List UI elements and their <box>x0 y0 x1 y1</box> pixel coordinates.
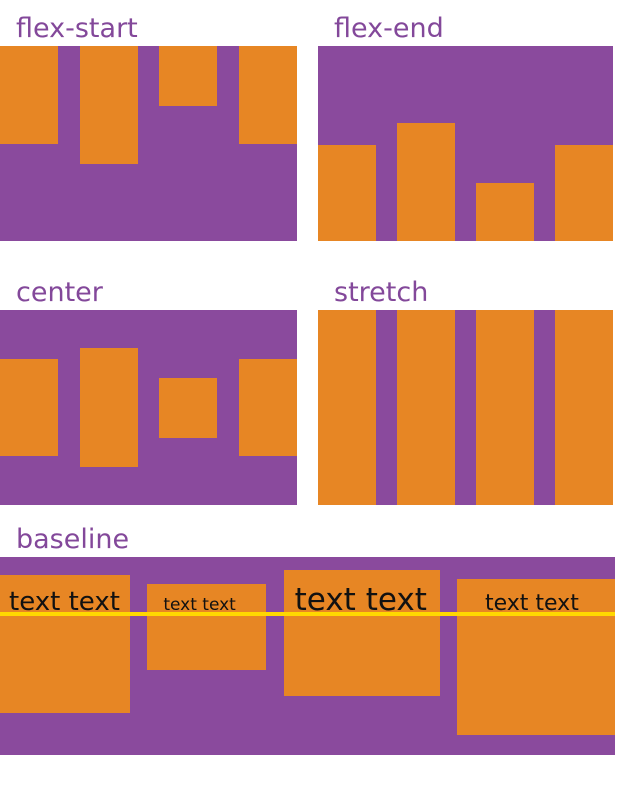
panel-flex-end: flex-end <box>318 12 613 241</box>
flex-item <box>79 348 138 467</box>
panel-label-center: center <box>16 277 103 308</box>
flex-container-baseline: text text text text text text text text <box>0 557 615 755</box>
flex-item <box>476 183 534 241</box>
panel-label-flex-end: flex-end <box>334 13 444 44</box>
baseline-item: text text <box>147 584 267 670</box>
item-text: text text <box>163 595 236 615</box>
flex-item <box>555 145 613 241</box>
flex-item <box>397 123 455 241</box>
item-text: text text <box>9 587 120 617</box>
panel-center: center <box>0 276 297 505</box>
flex-item <box>318 310 376 505</box>
baseline-item: text text <box>283 570 440 696</box>
baseline-item: text text <box>456 579 615 735</box>
flex-item <box>238 359 297 456</box>
baseline-indicator-line <box>0 612 615 616</box>
panel-stretch: stretch <box>318 276 613 505</box>
flex-item <box>159 46 218 106</box>
flex-item <box>318 145 376 241</box>
flex-item <box>79 46 138 164</box>
item-text: text text <box>294 582 427 618</box>
flex-item <box>238 46 297 144</box>
panel-label-baseline: baseline <box>16 524 130 555</box>
flex-item <box>0 46 58 144</box>
flex-item <box>159 377 218 438</box>
flex-container-flex-start <box>0 46 297 241</box>
flex-container-center <box>0 310 297 505</box>
flex-item <box>476 310 534 505</box>
panel-baseline: baseline text text text text text text t… <box>0 523 615 755</box>
item-text: text text <box>484 591 579 616</box>
flex-container-flex-end <box>318 46 613 241</box>
panel-label-stretch: stretch <box>334 277 429 308</box>
flex-item <box>397 310 455 505</box>
flex-container-stretch <box>318 310 613 505</box>
panel-label-flex-start: flex-start <box>16 13 138 44</box>
flex-item <box>0 359 58 456</box>
panel-flex-start: flex-start <box>0 12 297 241</box>
flex-item <box>555 310 613 505</box>
baseline-item: text text <box>0 575 130 713</box>
